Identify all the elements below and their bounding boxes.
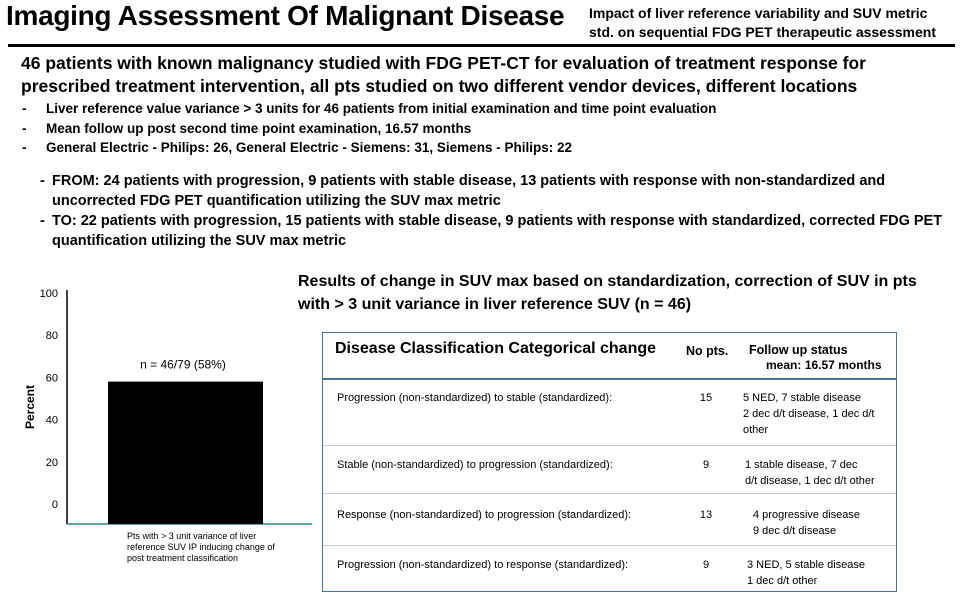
row-classification: Stable (non-standardized) to progression… bbox=[337, 459, 613, 471]
classification-table: Disease Classification Categorical chang… bbox=[322, 332, 897, 592]
header-classification: Disease Classification Categorical chang… bbox=[335, 340, 657, 357]
row-classification: Progression (non-standardized) to stable… bbox=[337, 392, 613, 404]
slide-subtitle: Impact of liver reference variability an… bbox=[589, 5, 936, 40]
slide-title: Imaging Assessment Of Malignant Disease bbox=[6, 0, 565, 31]
bullet-text: Mean follow up post second time point ex… bbox=[46, 120, 472, 136]
from-text: FROM: 24 patients with progression, 9 pa… bbox=[52, 173, 886, 209]
bar-data-label: n = 46/79 (58%) bbox=[140, 358, 226, 372]
y-tick-label: 100 bbox=[40, 288, 58, 300]
row-follow-up: 4 progressive disease 9 dec d/t disease bbox=[753, 507, 903, 539]
y-axis-label: Percent bbox=[23, 385, 37, 429]
header-follow-up-line1: Follow up status bbox=[749, 343, 848, 357]
row-divider bbox=[323, 545, 896, 546]
lead-paragraph: 46 patients with known malignancy studie… bbox=[21, 53, 866, 96]
row-classification: Response (non-standardized) to progressi… bbox=[337, 509, 632, 521]
bullet-text: General Electric - Philips: 26, General … bbox=[46, 140, 572, 155]
results-heading: Results of change in SUV max based on st… bbox=[298, 273, 917, 313]
row-classification: Progression (non-standardized) to respon… bbox=[337, 559, 629, 571]
row-no-pts: 13 bbox=[699, 509, 713, 521]
chart-svg: 0 20 40 60 80 100 Percent n = 46/79 (58%) bbox=[23, 288, 312, 525]
follow-up-line: 2 dec d/t disease, 1 dec d/t bbox=[743, 408, 875, 420]
bullet-item: - General Electric - Philips: 26, General… bbox=[20, 138, 920, 158]
to-text: TO: 22 patients with progression, 15 pat… bbox=[52, 213, 943, 249]
row-follow-up: 5 NED, 7 stable disease 2 dec d/t diseas… bbox=[743, 390, 893, 438]
bullet-text: Liver reference value variance > 3 units… bbox=[46, 101, 717, 116]
follow-up-line: 1 stable disease, 7 dec bbox=[745, 459, 858, 471]
follow-up-line: 9 dec d/t disease bbox=[753, 525, 837, 537]
header-follow-up: Follow up status mean: 16.57 months bbox=[749, 343, 889, 373]
bullet-item: - Mean follow up post second time point e… bbox=[20, 119, 920, 139]
header-no-pts: No pts. bbox=[686, 344, 729, 358]
follow-up-line: 5 NED, 7 stable disease bbox=[743, 392, 862, 404]
bar-percent bbox=[108, 381, 263, 524]
row-divider bbox=[323, 445, 896, 446]
dash-marker: - bbox=[40, 213, 45, 229]
bar-category-label: Pts with > 3 unit variance of liver refe… bbox=[127, 531, 275, 563]
bullet-list: - Liver reference value variance > 3 unit… bbox=[20, 99, 920, 158]
follow-up-line: other bbox=[743, 424, 769, 436]
dash-marker: - bbox=[40, 173, 45, 189]
from-item: - FROM: 24 patients with progression, 9 p… bbox=[40, 172, 945, 211]
dash-marker: - bbox=[22, 101, 27, 116]
y-tick-label: 60 bbox=[46, 372, 58, 384]
dash-marker: - bbox=[22, 140, 27, 155]
dash-marker: - bbox=[22, 120, 27, 136]
bullet-item: - Liver reference value variance > 3 unit… bbox=[20, 99, 920, 119]
from-to-list: - FROM: 24 patients with progression, 9 p… bbox=[40, 172, 945, 252]
y-tick-group: 0 20 40 60 80 100 bbox=[40, 288, 58, 511]
follow-up-line: 3 NED, 5 stable disease bbox=[747, 559, 866, 571]
y-tick-label: 20 bbox=[46, 457, 58, 469]
y-tick-label: 40 bbox=[46, 415, 58, 427]
follow-up-line: d/t disease, 1 dec d/t other bbox=[745, 475, 875, 487]
header-follow-up-line2: mean: 16.57 months bbox=[749, 358, 889, 373]
title-divider bbox=[8, 44, 955, 47]
header-mean-label: mean: bbox=[766, 358, 802, 372]
row-follow-up: 1 stable disease, 7 dec d/t disease, 1 d… bbox=[745, 457, 895, 489]
follow-up-line: 4 progressive disease bbox=[753, 509, 861, 521]
row-follow-up: 3 NED, 5 stable disease 1 dec d/t other bbox=[747, 557, 897, 589]
y-tick-label: 0 bbox=[52, 499, 58, 511]
table-header-divider bbox=[323, 378, 896, 380]
row-no-pts: 9 bbox=[702, 559, 710, 571]
header-mean-value: 16.57 months bbox=[804, 358, 882, 372]
follow-up-line: 1 dec d/t other bbox=[747, 575, 818, 587]
y-tick-label: 80 bbox=[46, 330, 58, 342]
row-no-pts: 9 bbox=[702, 459, 710, 471]
to-item: - TO: 22 patients with progression, 15 pa… bbox=[40, 212, 945, 251]
row-divider bbox=[323, 493, 896, 494]
row-no-pts: 15 bbox=[699, 392, 713, 404]
percent-bar-chart: 0 20 40 60 80 100 Percent n = 46/79 (58%) bbox=[0, 280, 320, 580]
